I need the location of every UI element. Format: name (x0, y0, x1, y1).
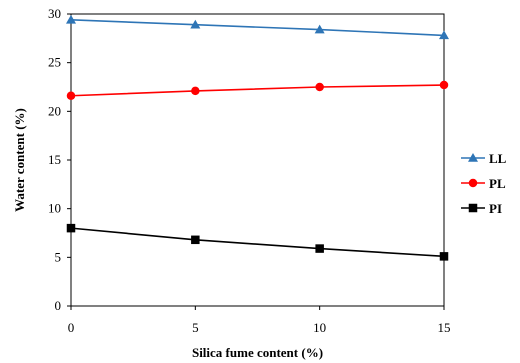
series-pi (66, 223, 449, 261)
series-ll (66, 14, 449, 40)
y-tick-label: 5 (55, 249, 62, 264)
x-tick-label: 15 (438, 320, 451, 335)
y-tick-label: 10 (48, 201, 61, 216)
data-point-ll (439, 30, 449, 40)
data-point-ll (190, 19, 201, 29)
data-point-pl (66, 91, 76, 101)
x-tick-label: 10 (313, 320, 326, 335)
y-axis-ticks: 0 5 10 15 20 25 30 (48, 6, 71, 313)
plot-area-frame (70, 13, 445, 307)
y-tick-label: 0 (55, 298, 62, 313)
legend-marker-ll (468, 153, 478, 162)
legend-label-ll: LL (489, 151, 507, 166)
x-axis-ticks: 0 5 10 15 (68, 306, 451, 335)
x-axis-label: Silica fume content (%) (192, 345, 323, 360)
data-point-pi (439, 252, 449, 261)
legend-item-pl: PL (461, 176, 506, 191)
series-line-ll (70, 19, 445, 37)
legend-label-pi: PI (489, 201, 502, 216)
legend-marker-pl (468, 178, 478, 188)
legend-item-ll: LL (461, 151, 507, 166)
series-line-pi (70, 227, 445, 258)
legend: LL PL PI (461, 151, 507, 216)
data-point-pl (439, 80, 449, 90)
data-point-pi (66, 223, 76, 233)
data-point-ll (314, 24, 325, 34)
y-tick-label: 20 (48, 103, 61, 118)
y-tick-label: 15 (48, 152, 61, 167)
data-point-pl (191, 86, 200, 96)
data-point-pi (315, 244, 324, 253)
legend-marker-pi (468, 203, 478, 213)
data-point-pi (191, 235, 200, 245)
y-tick-label: 30 (48, 6, 61, 21)
legend-item-pi: PI (461, 201, 502, 216)
series-line-pl (70, 84, 445, 97)
series-pl (66, 80, 449, 101)
x-tick-label: 0 (68, 320, 75, 335)
y-axis-label: Water content (%) (12, 108, 27, 212)
data-point-ll (66, 14, 76, 24)
y-tick-label: 25 (48, 55, 61, 70)
legend-label-pl: PL (489, 176, 506, 191)
data-point-pl (315, 82, 324, 92)
series-layer (66, 14, 449, 261)
x-tick-label: 5 (192, 320, 199, 335)
